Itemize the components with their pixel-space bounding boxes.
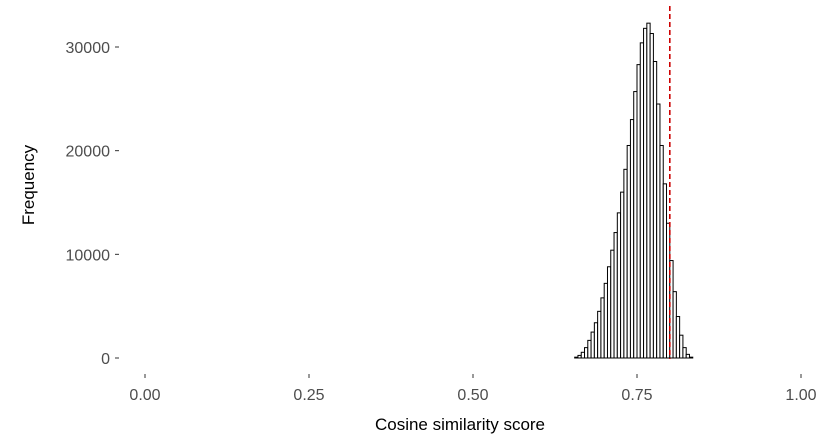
x-tick-label: 1.00 xyxy=(785,387,816,404)
histogram-bar xyxy=(685,353,690,359)
x-tick-label: 0.00 xyxy=(129,387,160,404)
y-tick-label: 20000 xyxy=(66,144,111,161)
x-axis-title: Cosine similarity score xyxy=(375,415,545,434)
histogram-bar xyxy=(688,356,694,359)
histogram-bars xyxy=(574,22,694,359)
y-axis: 0 10000 20000 30000 xyxy=(66,40,119,368)
y-tick-label: 10000 xyxy=(66,247,111,264)
x-tick-label: 0.50 xyxy=(457,387,488,404)
x-tick-label: 0.75 xyxy=(621,387,652,404)
x-axis: 0.00 0.25 0.50 0.75 1.00 xyxy=(129,374,817,404)
y-axis-title: Frequency xyxy=(19,144,38,225)
histogram-bar xyxy=(679,334,684,359)
x-tick-label: 0.25 xyxy=(293,387,324,404)
y-tick-label: 0 xyxy=(101,351,110,368)
y-tick-label: 30000 xyxy=(66,40,111,57)
histogram-bar xyxy=(682,347,687,359)
